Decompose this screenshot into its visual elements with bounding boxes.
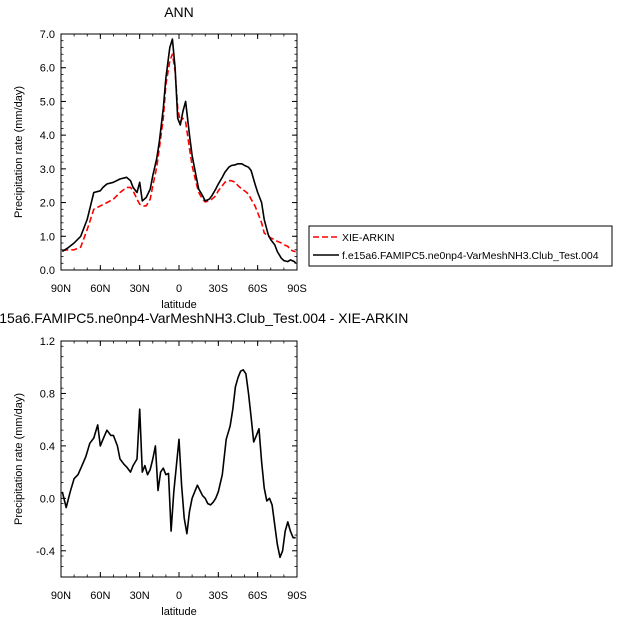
y-tick-label: 4.0	[40, 130, 55, 142]
chart-annual-precipitation: ANN 0.0 1.0 2.0 3.0 4.0 5.0 6.0 7.0 90N 60N 30N 0 30S…	[13, 4, 307, 311]
chart-title: f.e15a6.FAMIPC5.ne0np4-VarMeshNH3.Club_T…	[0, 310, 408, 326]
y-tick-label: 1.0	[40, 231, 55, 243]
x-tick-label: 60N	[90, 283, 110, 295]
x-tick-label: 60S	[248, 283, 268, 295]
plot-frame	[60, 33, 298, 271]
legend: XIE-ARKIN f.e15a6.FAMIPC5.ne0np4-VarMeshN…	[308, 225, 613, 267]
x-tick-label: 60N	[90, 590, 110, 602]
y-tick-label: 0.0	[40, 493, 55, 505]
y-tick-label: 5.0	[40, 96, 55, 108]
y-axis-label: Precipitation rate (mm/day)	[13, 393, 25, 525]
x-tick-label: 90S	[287, 283, 307, 295]
y-tick-label: -0.4	[36, 546, 55, 558]
x-tick-label: 30N	[130, 590, 150, 602]
chart-difference: f.e15a6.FAMIPC5.ne0np4-VarMeshNH3.Club_T…	[0, 310, 408, 618]
x-tick-label: 30S	[209, 283, 229, 295]
y-tick-label: 7.0	[40, 29, 55, 41]
x-tick-label: 0	[176, 590, 182, 602]
y-tick-label: 0.0	[40, 265, 55, 277]
series-line-2	[61, 38, 297, 264]
x-tick-label: 60S	[248, 590, 268, 602]
y-tick-label: 3.0	[40, 164, 55, 176]
y-tick-label: 1.2	[40, 336, 55, 348]
x-tick-label: 90N	[51, 283, 71, 295]
y-tick-label: 0.8	[40, 388, 55, 400]
x-tick-label: 90S	[287, 590, 307, 602]
chart-title: ANN	[164, 4, 194, 20]
series-line-1	[62, 53, 296, 253]
legend-label-1: XIE-ARKIN	[342, 232, 395, 244]
x-tick-label: 30S	[209, 590, 229, 602]
x-tick-label: 90N	[51, 590, 71, 602]
legend-box	[308, 225, 613, 267]
x-axis-label: latitude	[161, 299, 196, 311]
y-axis-label: Precipitation rate (mm/day)	[13, 86, 25, 218]
x-tick-label: 30N	[130, 283, 150, 295]
y-tick-label: 2.0	[40, 198, 55, 210]
y-tick-label: 6.0	[40, 63, 55, 75]
x-tick-label: 0	[176, 283, 182, 295]
y-tick-label: 0.4	[40, 441, 55, 453]
series-line-1	[61, 368, 296, 559]
x-axis-label: latitude	[161, 606, 196, 618]
legend-label-2: f.e15a6.FAMIPC5.ne0np4-VarMeshNH3.Club_T…	[342, 250, 599, 262]
